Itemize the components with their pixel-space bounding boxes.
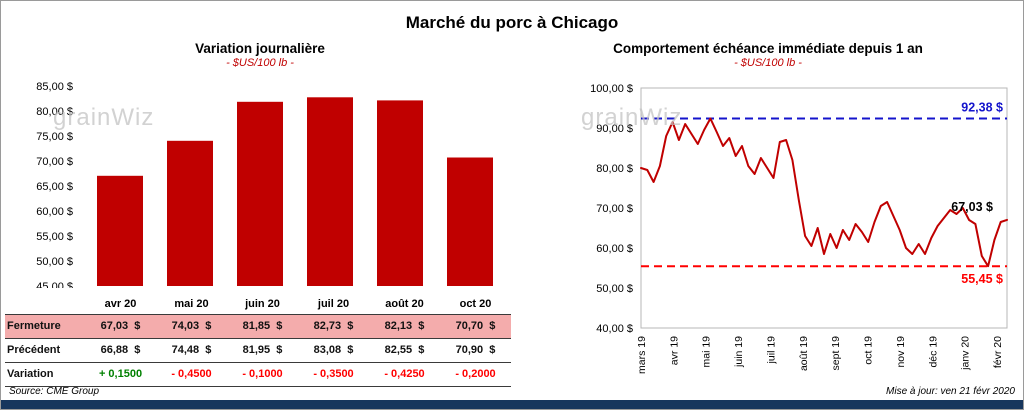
x-tick-label: oct 19 xyxy=(863,336,875,365)
table-cell: 81,95 $ xyxy=(242,344,283,356)
bar xyxy=(377,100,423,287)
bar-chart-area: 85,00 $ 80,00 $ 75,00 $ 70,00 $ 65,00 $ 60,00… xyxy=(5,70,515,293)
y-tick-label: 65,00 $ xyxy=(36,181,73,193)
y-tick-label: 70,00 $ xyxy=(36,156,73,168)
table-row-fermeture: Fermeture 67,03 $ 74,03 $ 81,85 $ 82,73 $ 82,… xyxy=(5,314,511,338)
table-cell: 81,85 $ xyxy=(242,320,283,332)
bar xyxy=(167,140,213,286)
bar-chart-subtitle: - $US/100 lb - xyxy=(226,57,294,69)
y-tick-label: 60,00 $ xyxy=(596,243,633,255)
table-cell: 82,73 $ xyxy=(313,320,354,332)
x-tick-label: juil 19 xyxy=(766,336,778,365)
bar xyxy=(447,157,493,286)
month-header-row: avr 20 mai 20 juin 20 juil 20 août 20 oct 20 xyxy=(5,295,511,314)
table-row-precedent: Précédent 66,88 $ 74,48 $ 81,95 $ 83,08 $ 82,… xyxy=(5,338,511,362)
table-cell: + 0,1500 xyxy=(98,368,143,380)
page-title: Marché du porc à Chicago xyxy=(405,13,619,32)
source-text: Source: CME Group xyxy=(9,386,100,397)
table-cell: 82,55 $ xyxy=(384,344,425,356)
plot-frame xyxy=(640,87,1008,329)
x-tick-label: sept 19 xyxy=(830,336,842,371)
x-tick-label: juin 19 xyxy=(733,336,745,368)
bottom-bar xyxy=(1,400,1023,409)
bar-chart: 85,00 $ 80,00 $ 75,00 $ 70,00 $ 65,00 $ 60,00… xyxy=(36,81,493,293)
table-cell: 82,13 $ xyxy=(384,320,425,332)
bar xyxy=(237,101,283,286)
min-value-label: 55,45 $ xyxy=(961,272,1003,286)
price-table: avr 20 mai 20 juin 20 juil 20 août 20 oct 20 F… xyxy=(5,295,511,387)
bar xyxy=(97,175,143,286)
table-row-variation: Variation + 0,1500 - 0,4500 - 0,1000 - 0,350… xyxy=(5,362,511,386)
updated-text: Mise à jour: ven 21 févr 2020 xyxy=(886,386,1015,397)
line-chart-area: 100,00 $ 90,00 $ 80,00 $ 70,00 $ 60,00 $ 50,0… xyxy=(515,70,1021,397)
y-tick-label: 90,00 $ xyxy=(596,123,633,135)
table-cell: - 0,1000 xyxy=(242,368,283,380)
column-header: oct 20 xyxy=(459,298,492,311)
column-header: mai 20 xyxy=(174,298,209,311)
x-tick-label: déc 19 xyxy=(927,336,939,368)
table-cell: 67,03 $ xyxy=(100,320,141,332)
table-cell: - 0,4250 xyxy=(384,368,425,380)
y-tick-label: 70,00 $ xyxy=(596,203,633,215)
column-header: avr 20 xyxy=(104,298,137,311)
column-header: juil 20 xyxy=(317,298,350,311)
y-tick-label: 40,00 $ xyxy=(596,323,633,335)
row-label: Fermeture xyxy=(7,320,61,332)
y-tick-label: 100,00 $ xyxy=(590,83,633,95)
table-cell: 83,08 $ xyxy=(313,344,354,356)
line-chart: 100,00 $ 90,00 $ 80,00 $ 70,00 $ 60,00 $ 50,0… xyxy=(590,83,1008,374)
x-tick-label: mars 19 xyxy=(636,336,648,374)
corner-cell xyxy=(5,295,85,314)
bar-chart-title: Variation journalière xyxy=(195,41,325,56)
column-header: juin 20 xyxy=(245,298,280,311)
x-tick-label: févr 20 xyxy=(992,336,1004,368)
y-tick-label: 55,00 $ xyxy=(36,231,73,243)
y-tick-label: 60,00 $ xyxy=(36,206,73,218)
x-tick-label: août 19 xyxy=(798,336,810,371)
table-cell: 74,03 $ xyxy=(171,320,212,332)
row-label: Précédent xyxy=(7,344,61,356)
y-tick-label: 80,00 $ xyxy=(36,106,73,118)
y-tick-label: 45,00 $ xyxy=(36,281,73,288)
price-line xyxy=(640,117,1008,268)
last-value-label: 67,03 $ xyxy=(951,200,993,214)
table-cell: 66,88 $ xyxy=(100,344,141,356)
y-tick-label: 75,00 $ xyxy=(36,131,73,143)
daily-variation-panel: Variation journalière - $US/100 lb - 85,… xyxy=(5,41,515,387)
table-cell: 70,90 $ xyxy=(455,344,496,356)
x-tick-label: avr 19 xyxy=(668,336,680,365)
y-tick-label: 85,00 $ xyxy=(36,81,73,93)
column-header: août 20 xyxy=(385,298,424,311)
x-tick-label: janv 20 xyxy=(960,336,972,371)
table-cell: 70,70 $ xyxy=(455,320,496,332)
y-tick-label: 50,00 $ xyxy=(36,256,73,268)
line-chart-title: Comportement échéance immédiate depuis 1… xyxy=(613,41,923,56)
max-value-label: 92,38 $ xyxy=(961,101,1003,115)
table-cell: - 0,3500 xyxy=(313,368,354,380)
bar xyxy=(307,97,353,286)
line-chart-subtitle: - $US/100 lb - xyxy=(734,57,802,69)
y-tick-label: 50,00 $ xyxy=(596,283,633,295)
row-label: Variation xyxy=(7,368,54,380)
y-tick-label: 80,00 $ xyxy=(596,163,633,175)
x-tick-label: mai 19 xyxy=(701,336,713,368)
table-cell: - 0,2000 xyxy=(455,368,496,380)
table-cell: - 0,4500 xyxy=(171,368,212,380)
x-tick-label: nov 19 xyxy=(895,336,907,368)
immediate-term-panel: Comportement échéance immédiate depuis 1… xyxy=(515,41,1021,397)
table-cell: 74,48 $ xyxy=(171,344,212,356)
